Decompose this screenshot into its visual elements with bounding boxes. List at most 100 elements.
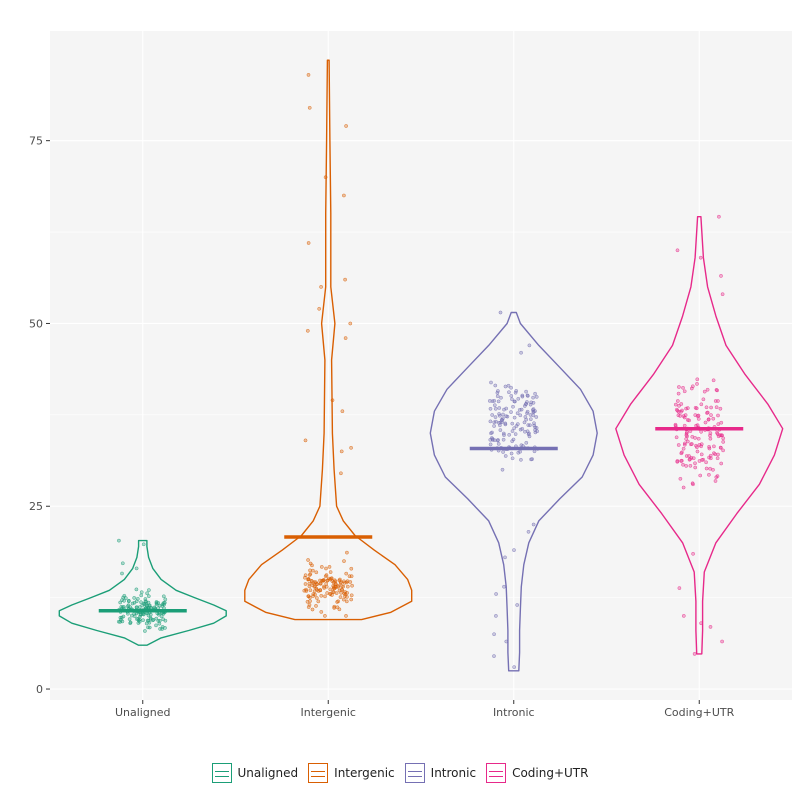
data-point — [134, 566, 139, 571]
data-point — [719, 274, 723, 278]
data-point — [695, 449, 700, 454]
data-point — [308, 588, 313, 593]
legend-item-unaligned[interactable]: Unaligned — [211, 763, 298, 783]
data-point — [349, 566, 354, 571]
data-point — [681, 462, 685, 467]
data-point — [138, 613, 143, 617]
data-point — [161, 611, 166, 616]
data-point — [137, 619, 142, 624]
data-point — [509, 410, 513, 414]
data-point — [321, 578, 326, 583]
data-point — [162, 602, 166, 607]
data-point — [713, 399, 718, 403]
data-point — [502, 433, 506, 437]
data-point — [516, 396, 521, 401]
data-point — [503, 555, 507, 560]
data-point — [698, 255, 703, 260]
data-point — [337, 588, 342, 593]
violin-0 — [58, 539, 227, 646]
data-point — [324, 566, 328, 571]
data-point — [523, 429, 527, 434]
data-point — [529, 400, 534, 405]
data-point — [497, 412, 501, 416]
data-point — [502, 584, 506, 589]
legend-item-intronic[interactable]: Intronic — [404, 763, 476, 783]
data-point — [510, 421, 515, 426]
data-point — [339, 449, 344, 454]
data-point — [515, 411, 520, 416]
median-bars — [98, 426, 744, 613]
data-point — [695, 414, 700, 418]
data-point — [494, 614, 498, 618]
data-point — [713, 479, 718, 483]
data-point — [534, 426, 539, 430]
data-point — [512, 399, 517, 404]
data-point — [706, 417, 711, 422]
data-point — [716, 422, 721, 426]
data-point — [699, 452, 704, 457]
data-point — [343, 277, 347, 282]
data-point — [490, 413, 495, 417]
data-point — [507, 390, 511, 395]
data-point — [691, 551, 695, 556]
data-point — [335, 605, 340, 610]
data-point — [530, 408, 535, 412]
legend: Unaligned Intergenic Intronic Coding+UTR — [0, 758, 800, 788]
data-point — [504, 414, 509, 419]
data-point — [509, 385, 513, 390]
data-point — [525, 409, 530, 414]
data-point — [503, 421, 508, 426]
data-point — [519, 457, 523, 462]
data-point — [332, 606, 337, 610]
data-point — [691, 482, 695, 487]
data-point — [158, 603, 162, 608]
data-point — [349, 597, 354, 602]
data-point — [711, 416, 716, 421]
data-point — [697, 459, 702, 463]
data-point — [676, 443, 681, 447]
data-point — [695, 382, 699, 386]
data-point — [494, 592, 498, 596]
data-point — [344, 614, 348, 618]
data-point — [675, 248, 680, 253]
data-point — [720, 433, 724, 438]
data-point — [147, 588, 151, 592]
data-point — [682, 389, 687, 394]
legend-label: Coding+UTR — [512, 766, 589, 780]
data-point — [708, 456, 713, 461]
data-point — [159, 614, 164, 619]
data-point — [139, 590, 144, 595]
legend-item-coding-utr[interactable]: Coding+UTR — [486, 763, 588, 783]
data-point — [692, 652, 697, 656]
data-point — [715, 388, 719, 393]
data-point — [303, 582, 308, 586]
data-point — [305, 328, 310, 333]
data-point — [154, 601, 159, 605]
data-point — [304, 587, 308, 592]
data-point — [344, 124, 348, 128]
data-point — [349, 593, 354, 598]
data-point — [310, 607, 315, 612]
data-point — [327, 565, 332, 569]
data-point — [496, 442, 501, 446]
violin-3 — [615, 216, 784, 655]
data-point — [317, 306, 322, 311]
data-point — [316, 599, 321, 604]
data-point — [708, 433, 712, 438]
data-point — [345, 579, 350, 584]
data-point — [680, 408, 684, 413]
data-point — [323, 614, 327, 618]
data-point — [518, 413, 523, 418]
data-point — [319, 610, 324, 614]
legend-item-intergenic[interactable]: Intergenic — [308, 763, 395, 783]
data-point — [532, 421, 536, 426]
data-point — [319, 593, 324, 598]
data-point — [520, 394, 525, 399]
data-point — [720, 639, 724, 644]
data-point — [522, 420, 527, 425]
data-point — [332, 578, 337, 583]
data-point — [488, 419, 493, 424]
data-point — [707, 472, 711, 477]
data-point — [488, 406, 493, 411]
data-point — [531, 413, 536, 418]
